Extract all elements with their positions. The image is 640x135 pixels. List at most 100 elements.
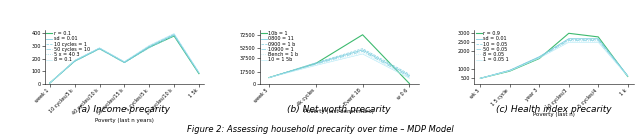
1 = 0.05 1	[536, 57, 543, 59]
sd = 0.01	[145, 46, 153, 48]
10 cycles = 1	[46, 82, 54, 84]
50 cycles = 10	[71, 60, 79, 62]
10b = 1	[406, 83, 413, 84]
5 x = 40 3	[46, 82, 54, 84]
10 = 1 5b	[359, 53, 367, 55]
10 = 0.05	[595, 39, 602, 40]
Line: 8 = 0.1: 8 = 0.1	[50, 33, 199, 83]
sd = 0.01	[595, 38, 602, 40]
r = 0.1	[120, 62, 128, 63]
r = 0.1	[195, 73, 203, 75]
r = 0.1	[170, 35, 178, 37]
Line: 8 = 0.05: 8 = 0.05	[481, 41, 628, 78]
8 = 0.05	[624, 75, 632, 77]
10 = 0.05	[506, 70, 514, 71]
10b = 1	[359, 34, 367, 36]
1 = 0.05 1	[506, 70, 514, 72]
8 = 0.05	[506, 70, 514, 72]
sd = 0.01	[71, 60, 79, 62]
r = 0.1	[145, 46, 153, 48]
sd = 0.01	[624, 75, 632, 76]
sd = 0.01	[95, 48, 103, 49]
10900 = 1	[406, 76, 413, 78]
r = 0.1	[71, 60, 79, 62]
0800 = 11	[406, 75, 413, 76]
Line: Bench = 1 b: Bench = 1 b	[269, 53, 410, 78]
50 = 0.05	[506, 70, 514, 71]
r = 0.9	[477, 77, 484, 79]
sd = 0.01	[565, 38, 573, 40]
Line: 1 = 0.05 1: 1 = 0.05 1	[481, 42, 628, 78]
1 = 0.05 1	[595, 41, 602, 43]
8 = 0.1	[120, 61, 128, 62]
Line: sd = 0.01: sd = 0.01	[481, 39, 628, 78]
r = 0.1	[46, 82, 54, 84]
0900 = 1 b	[312, 62, 319, 64]
8 = 0.1	[71, 60, 79, 61]
Bench = 1 b	[312, 64, 319, 66]
sd = 0.01	[170, 34, 178, 36]
Line: 10900 = 1: 10900 = 1	[269, 51, 410, 78]
50 cycles = 10	[145, 47, 153, 48]
Line: 10 = 1 5b: 10 = 1 5b	[269, 54, 410, 78]
8 = 0.1	[170, 33, 178, 34]
Line: 10 cycles = 1: 10 cycles = 1	[50, 34, 199, 83]
10 = 1 5b	[265, 77, 273, 78]
Line: 0900 = 1 b: 0900 = 1 b	[269, 49, 410, 78]
8 = 0.1	[195, 71, 203, 73]
10b = 1	[265, 77, 273, 78]
50 cycles = 10	[120, 62, 128, 63]
sd = 0.01	[506, 69, 514, 71]
Bench = 1 b	[265, 77, 273, 78]
1 = 0.05 1	[477, 77, 484, 79]
sd = 0.01	[120, 61, 128, 63]
Bench = 1 b	[359, 52, 367, 53]
8 = 0.05	[595, 41, 602, 42]
0800 = 11	[265, 77, 273, 78]
8 = 0.05	[565, 41, 573, 42]
8 = 0.1	[95, 47, 103, 49]
Line: 50 cycles = 10: 50 cycles = 10	[50, 35, 199, 83]
10 = 0.05	[477, 77, 484, 79]
10 cycles = 1	[95, 47, 103, 49]
50 = 0.05	[624, 75, 632, 77]
sd = 0.01	[477, 77, 484, 79]
5 x = 40 3	[120, 62, 128, 64]
8 = 0.1	[46, 82, 54, 84]
5 x = 40 3	[145, 47, 153, 49]
sd = 0.01	[536, 56, 543, 58]
Legend: r = 0.1, sd = 0.01, 10 cycles = 1, 50 cycles = 10, 5 x = 40 3, 8 = 0.1: r = 0.1, sd = 0.01, 10 cycles = 1, 50 cy…	[46, 31, 90, 63]
0900 = 1 b	[406, 73, 413, 75]
Legend: r = 0.9, sd = 0.01, 10 = 0.05, 50 = 0.05, 8 = 0.05, 1 = 0.05 1: r = 0.9, sd = 0.01, 10 = 0.05, 50 = 0.05…	[476, 31, 509, 63]
Text: (b) Net worth precarity: (b) Net worth precarity	[287, 105, 391, 114]
50 cycles = 10	[46, 82, 54, 84]
10 cycles = 1	[195, 72, 203, 73]
0800 = 11	[359, 49, 367, 51]
X-axis label: Poverty (last n years): Poverty (last n years)	[95, 118, 154, 123]
8 = 0.05	[536, 57, 543, 59]
1 = 0.05 1	[565, 41, 573, 43]
50 cycles = 10	[195, 73, 203, 74]
5 x = 40 3	[71, 61, 79, 62]
50 = 0.05	[565, 40, 573, 41]
0900 = 1 b	[265, 77, 273, 78]
r = 0.9	[565, 33, 573, 34]
X-axis label: Poverty (last benchmark): Poverty (last benchmark)	[305, 109, 374, 114]
10 cycles = 1	[170, 33, 178, 35]
Line: 0800 = 11: 0800 = 11	[269, 50, 410, 78]
50 = 0.05	[536, 57, 543, 58]
10 = 0.05	[536, 56, 543, 58]
Text: (a) Income precarity: (a) Income precarity	[78, 105, 170, 114]
Text: (c) Health index precarity: (c) Health index precarity	[496, 105, 612, 114]
Line: r = 0.1: r = 0.1	[50, 36, 199, 83]
X-axis label: Poverty (last n): Poverty (last n)	[533, 112, 575, 117]
r = 0.9	[595, 36, 602, 38]
50 cycles = 10	[170, 35, 178, 36]
r = 0.9	[506, 70, 514, 72]
5 x = 40 3	[195, 73, 203, 75]
8 = 0.1	[145, 45, 153, 46]
5 x = 40 3	[95, 48, 103, 50]
0800 = 11	[312, 63, 319, 64]
50 cycles = 10	[95, 48, 103, 50]
Legend: 10b = 1, 0800 = 11, 0900 = 1 b, 10900 = 1, Bench = 1 b, 10 = 1 5b: 10b = 1, 0800 = 11, 0900 = 1 b, 10900 = …	[260, 31, 299, 63]
